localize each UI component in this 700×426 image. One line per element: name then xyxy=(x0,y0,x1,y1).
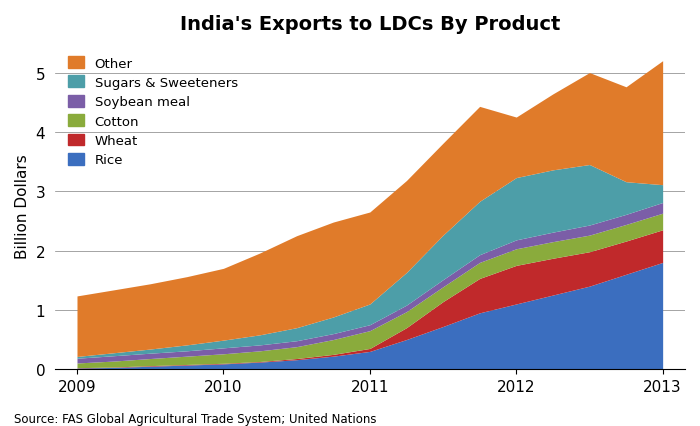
Y-axis label: Billion Dollars: Billion Dollars xyxy=(15,154,30,259)
Text: Source: FAS Global Agricultural Trade System; United Nations: Source: FAS Global Agricultural Trade Sy… xyxy=(14,412,377,425)
Title: India's Exports to LDCs By Product: India's Exports to LDCs By Product xyxy=(180,15,560,34)
Legend: Other, Sugars & Sweeteners, Soybean meal, Cotton, Wheat, Rice: Other, Sugars & Sweeteners, Soybean meal… xyxy=(62,50,244,173)
